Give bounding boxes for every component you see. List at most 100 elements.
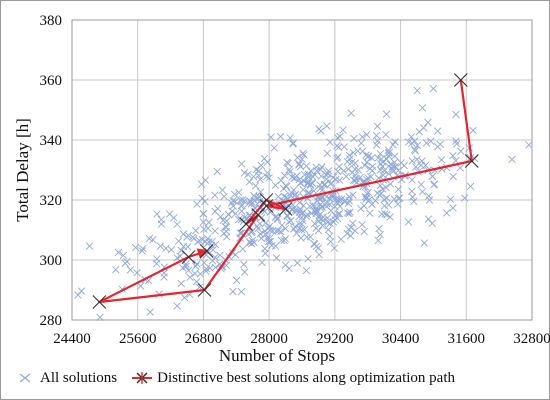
solution-point — [412, 163, 420, 171]
solution-point — [397, 159, 405, 167]
solution-point — [381, 210, 389, 218]
solution-point — [358, 147, 367, 155]
solution-point — [469, 126, 477, 135]
solution-point — [304, 254, 312, 263]
solution-point — [362, 175, 371, 184]
solution-point — [343, 209, 352, 217]
solution-point — [207, 241, 216, 249]
solution-point — [382, 110, 391, 118]
solution-point — [258, 258, 266, 267]
solution-point — [349, 148, 358, 157]
solution-point — [213, 167, 221, 176]
solution-point — [310, 187, 318, 195]
solution-point — [238, 207, 246, 215]
solution-point — [267, 133, 275, 142]
solution-point — [295, 208, 304, 216]
solution-point — [429, 84, 438, 93]
legend-asterisk-marker-icon — [132, 372, 153, 384]
solution-point — [157, 220, 166, 228]
solution-point — [216, 213, 225, 221]
solution-point — [201, 197, 209, 206]
legend-x-marker-icon — [19, 373, 31, 383]
solution-point — [452, 110, 460, 119]
solution-point — [240, 268, 249, 276]
solution-point — [303, 233, 311, 241]
solution-point — [404, 138, 413, 146]
solution-point — [311, 202, 319, 210]
solution-point — [317, 127, 325, 135]
solution-point — [391, 162, 400, 171]
solution-point — [261, 244, 269, 253]
solution-point — [219, 216, 227, 225]
solution-point — [336, 196, 345, 205]
solution-point — [133, 269, 141, 277]
solution-point — [333, 134, 342, 142]
solution-point — [358, 133, 367, 141]
solution-point — [305, 188, 313, 197]
solution-point — [442, 209, 451, 217]
legend: All solutions Distinctive best solutions… — [14, 367, 544, 389]
solution-point — [252, 165, 260, 174]
solution-point — [437, 156, 446, 164]
y-tick-label: 280 — [40, 313, 63, 329]
y-tick-label: 360 — [40, 73, 63, 89]
solution-point — [244, 170, 252, 179]
solution-point — [390, 152, 399, 160]
solution-point — [136, 282, 145, 290]
solution-point — [376, 181, 384, 190]
solution-point — [366, 209, 374, 218]
y-tick-label: 320 — [40, 193, 63, 209]
solution-point — [324, 225, 333, 234]
solution-point — [335, 210, 344, 218]
legend-label-best-solutions: Distinctive best solutions along optimiz… — [157, 369, 455, 386]
x-tick-label: 25600 — [119, 331, 157, 347]
solution-point — [418, 187, 427, 196]
solution-point — [291, 223, 299, 231]
y-tick-label: 380 — [40, 13, 63, 29]
solution-point — [240, 197, 248, 205]
solution-point — [411, 147, 419, 155]
solution-point — [466, 182, 475, 191]
solution-point — [358, 220, 366, 229]
solution-point — [384, 170, 393, 178]
solution-point — [218, 186, 227, 194]
solution-point — [280, 171, 289, 180]
solution-point — [388, 164, 396, 173]
x-tick-label: 32800 — [513, 331, 550, 347]
solution-point — [199, 218, 208, 226]
solution-point — [131, 243, 140, 252]
solution-point — [323, 149, 332, 158]
solution-point — [299, 185, 307, 194]
solution-point — [173, 254, 181, 262]
solution-point — [303, 210, 312, 219]
solution-point — [285, 165, 293, 174]
legend-item-all-solutions: All solutions — [14, 370, 117, 387]
solution-point — [232, 276, 241, 285]
solution-point — [449, 204, 457, 212]
solution-point — [344, 165, 353, 173]
solution-point — [422, 139, 431, 147]
solution-point — [347, 109, 355, 117]
solution-point — [317, 204, 325, 212]
solution-point — [292, 229, 301, 237]
solution-point — [323, 122, 331, 130]
solution-point — [198, 194, 207, 203]
best-solution-point — [278, 202, 293, 216]
solution-point — [112, 265, 120, 274]
solution-point — [357, 204, 365, 213]
solution-point — [202, 264, 210, 273]
solution-point — [330, 244, 339, 252]
solution-point — [424, 215, 433, 223]
solution-point — [262, 172, 271, 181]
solution-point — [220, 229, 228, 238]
solution-point — [298, 226, 306, 234]
solution-point — [77, 287, 86, 295]
grid-lines — [71, 19, 533, 321]
solution-point — [433, 143, 442, 151]
solution-point — [345, 209, 353, 218]
solution-point — [305, 173, 313, 181]
solution-point — [300, 151, 308, 159]
solution-point — [385, 201, 393, 209]
solution-point — [428, 172, 437, 181]
solution-point — [216, 251, 224, 260]
